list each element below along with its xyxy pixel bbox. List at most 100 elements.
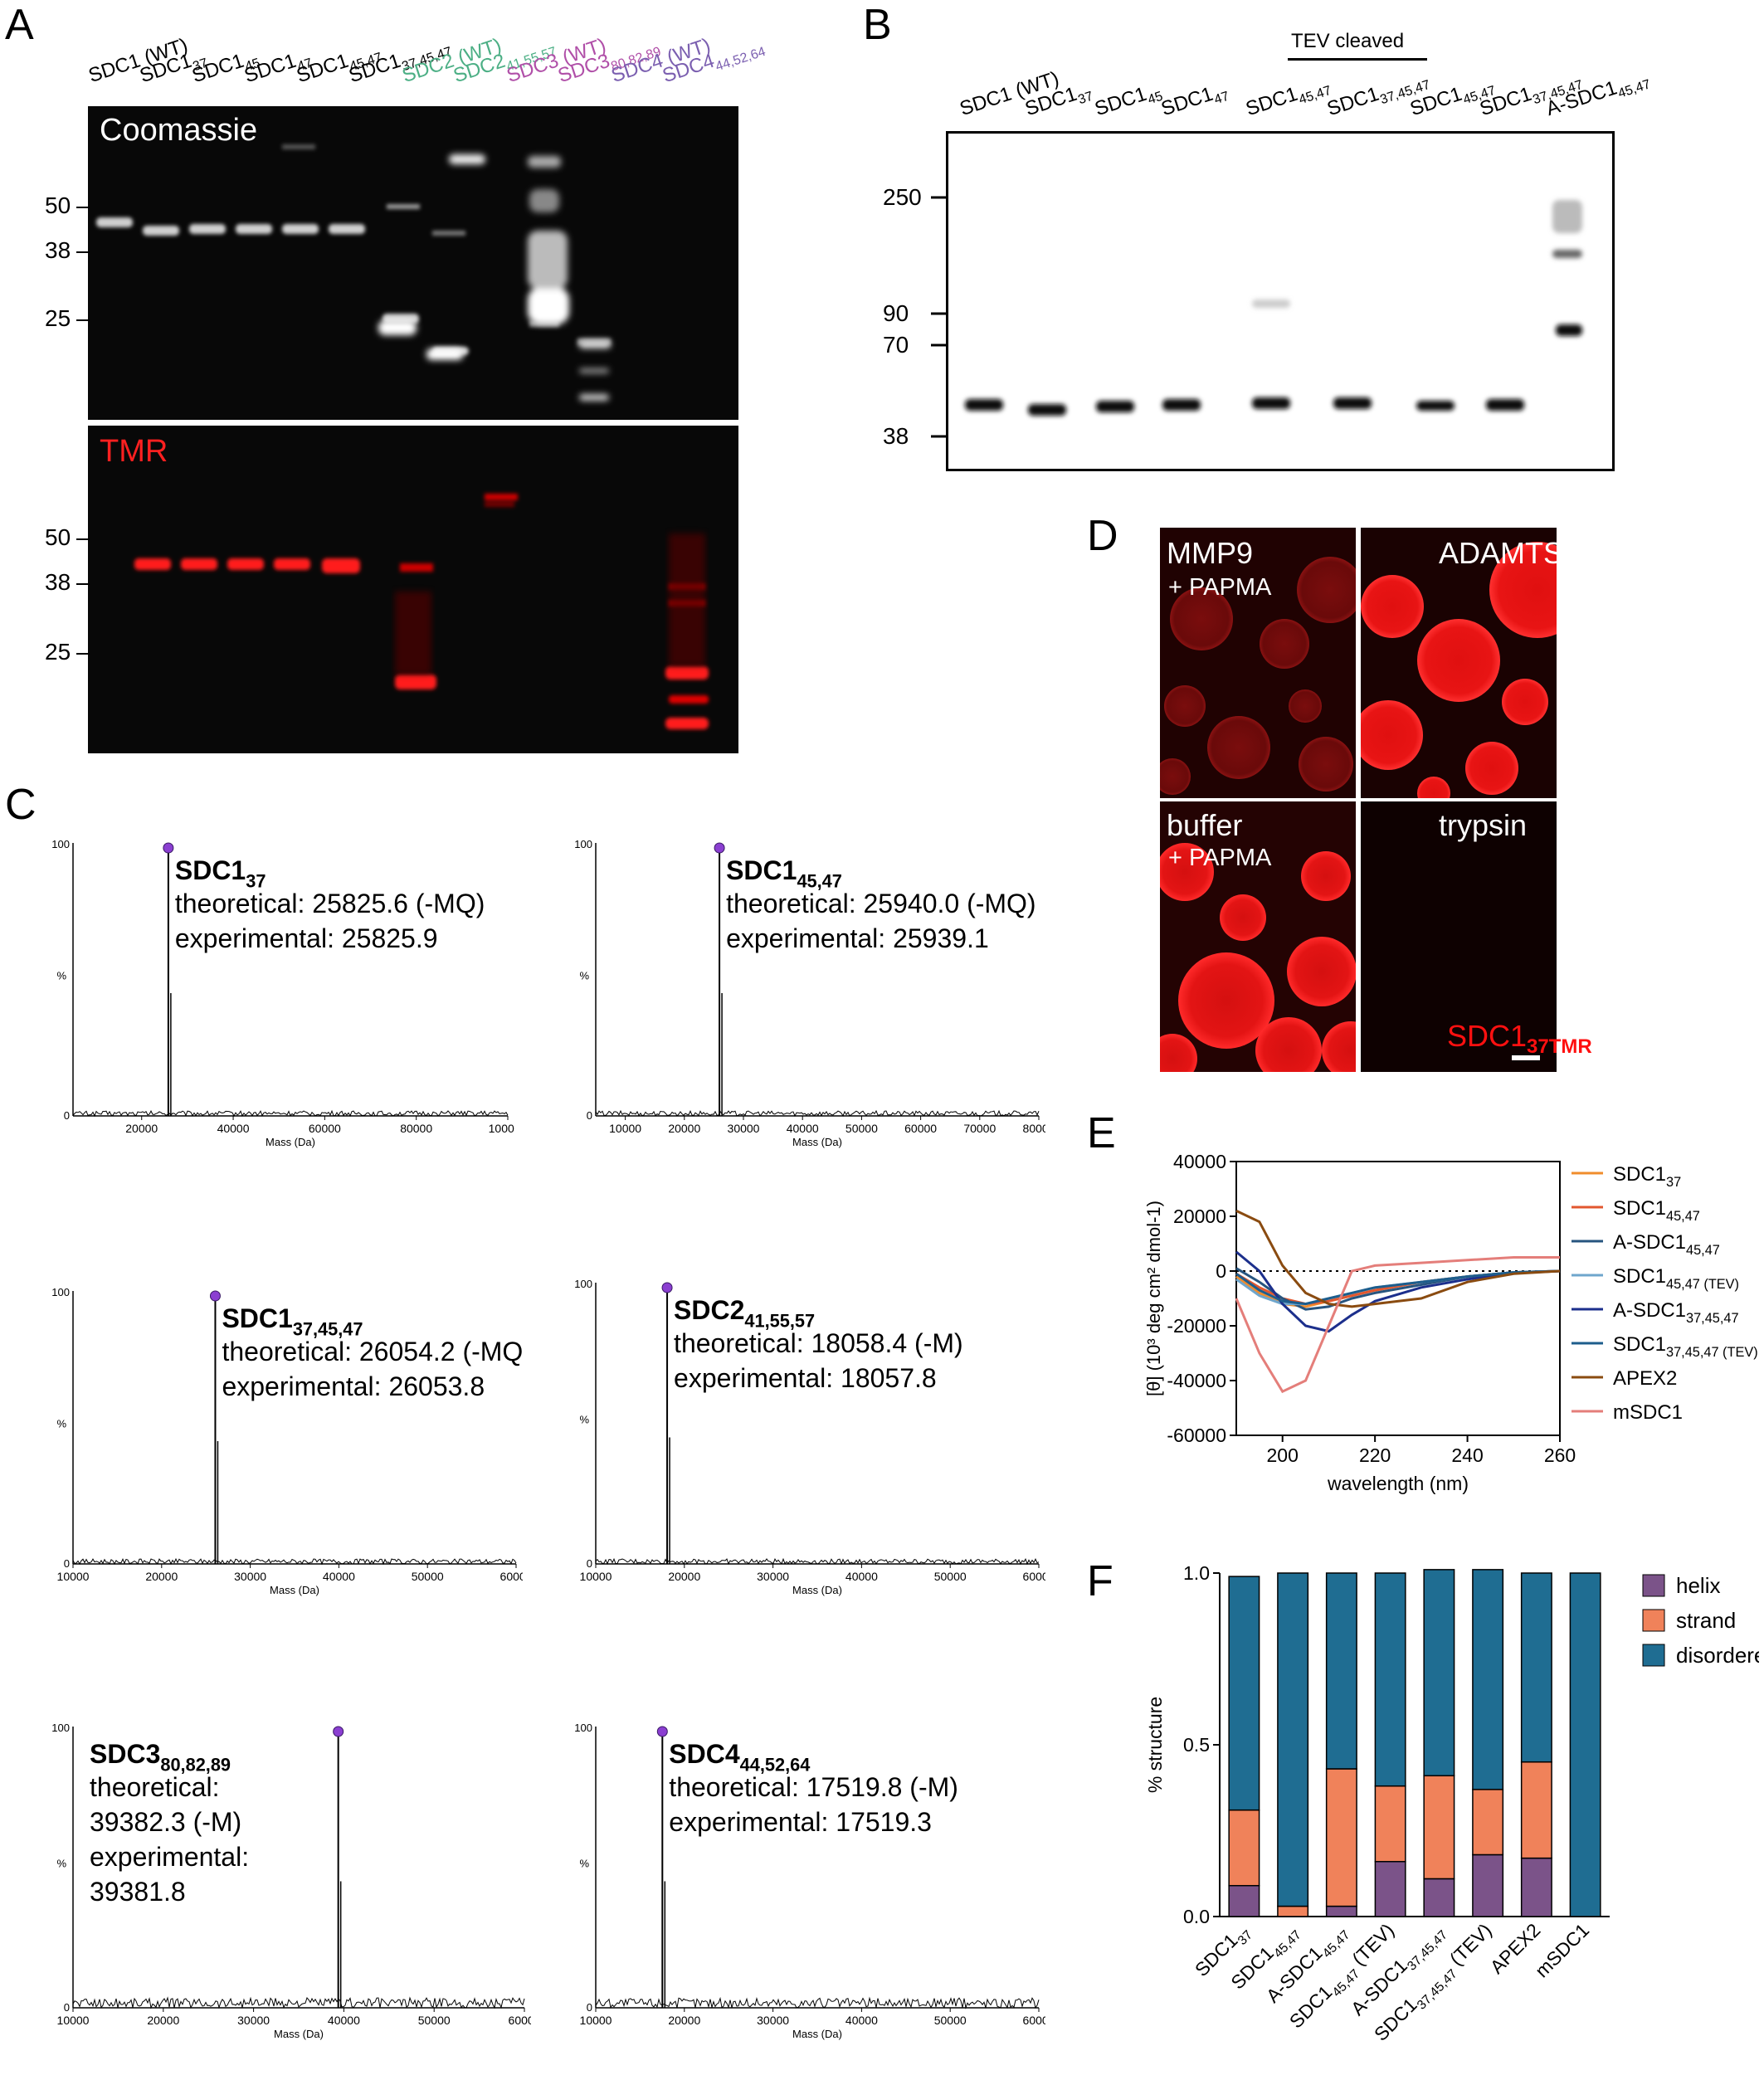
xtick-label: 30000 [757, 1570, 789, 1583]
marker-25: 25 [45, 305, 71, 331]
micro-trypsin [1361, 801, 1557, 1072]
xtick-label: 50000 [845, 1122, 878, 1135]
xtick-label: 70000 [963, 1122, 996, 1135]
ylabel: % [579, 1414, 589, 1426]
band [528, 287, 569, 324]
band [378, 320, 417, 335]
trypsin-title: trypsin [1439, 808, 1528, 842]
xtick-label: 240 [1451, 1444, 1483, 1466]
xtick-label: 20000 [125, 1122, 158, 1135]
bar-segment [1325, 1905, 1357, 1917]
panel-label-b: B [863, 1, 892, 49]
spectrum-annotation: experimental: [90, 1842, 249, 1872]
spectrum-title: SDC137,45,47 [222, 1303, 363, 1340]
band [529, 189, 559, 212]
mass-spectrum: 100 0% 10000 20000 30000 40000 50000 60000 Mass … [51, 1286, 523, 1596]
tev-cleaved-bar [1288, 58, 1427, 61]
ylabel: % [56, 970, 66, 982]
mass-spectrum: 100 0% 10000 20000 30000 40000 50000 60000 70000… [574, 838, 1045, 1148]
xtick-label: 50000 [418, 2014, 451, 2027]
mass-spectrum: 100 0% 20000 40000 60000 80000 100000 Mass (Da)… [51, 838, 514, 1148]
legend-swatch [1642, 1609, 1665, 1632]
ytick-label: -60000 [1167, 1425, 1226, 1446]
xtick-label: 60000 [904, 1122, 937, 1135]
tmr-bands [134, 494, 709, 729]
ytick-label: 0 [587, 2001, 592, 2014]
xtick-label: 20000 [668, 2014, 700, 2027]
xtick-label: 50000 [412, 1570, 444, 1583]
legend-entry: disordered [1676, 1643, 1759, 1668]
spectrum-annotation: theoretical: 25940.0 (-MQ) [726, 889, 1036, 918]
bar-segment [1520, 1761, 1552, 1859]
marker-50: 50 [45, 192, 71, 218]
baseline-noise [595, 1557, 1040, 1566]
band [1416, 401, 1455, 411]
xtick-label: 20000 [145, 1570, 178, 1583]
xtick-label: 100000 [489, 1122, 514, 1135]
band [665, 666, 709, 679]
spectrum-annotation: theoretical: [90, 1772, 220, 1802]
xtick-label: 20000 [668, 1122, 700, 1135]
spectrum-annotation: experimental: 17519.3 [669, 1807, 932, 1837]
baseline-noise [72, 1557, 517, 1566]
spectrum-annotation: theoretical: 26054.2 (-MQ) [222, 1337, 523, 1366]
ytick-label: 40000 [1173, 1151, 1226, 1172]
marker-25: 25 [45, 639, 71, 665]
ytick-label: 100 [51, 1722, 70, 1734]
lane-label: SDC145,47 [1243, 82, 1333, 121]
spectrum-annotation: theoretical: 25825.6 (-MQ) [175, 889, 485, 918]
marker-250: 250 [883, 184, 922, 210]
band [965, 399, 1003, 411]
spectrum-title: SDC241,55,57 [674, 1295, 815, 1332]
western-blot [946, 131, 1615, 471]
band [387, 204, 420, 209]
legend-entry: A-SDC145,47 [1613, 1231, 1720, 1258]
ytick-label: 1.0 [1183, 1562, 1210, 1584]
xlabel: Mass (Da) [274, 2028, 324, 2040]
spectrum-annotation: experimental: 25939.1 [726, 923, 989, 953]
ytick-label: -40000 [1167, 1370, 1226, 1391]
band [426, 348, 463, 360]
band [485, 494, 518, 500]
mass-spectrum: 100 0% 10000 20000 30000 40000 50000 60000 Mass … [574, 1278, 1045, 1596]
xtick-label: 20000 [147, 2014, 179, 2027]
panel-label-e: E [1087, 1109, 1116, 1157]
ytick-label: 100 [51, 1286, 70, 1298]
band [579, 394, 609, 401]
xtick-label: 20000 [668, 1570, 700, 1583]
ylabel: % structure [1144, 1697, 1166, 1793]
band [579, 340, 611, 348]
buffer-sub: + PAPMA [1168, 845, 1272, 871]
xtick-label: 60000 [1023, 2014, 1045, 2027]
band [579, 368, 609, 373]
band [1096, 401, 1134, 412]
peak-marker [163, 842, 174, 854]
spectrum-title: SDC145,47 [726, 855, 842, 892]
xtick-label: 40000 [217, 1122, 250, 1135]
marker-38: 38 [45, 237, 71, 263]
band [189, 224, 226, 234]
ytick-label: 0.5 [1183, 1734, 1210, 1756]
xtick-label: 50000 [934, 2014, 967, 2027]
band [1486, 399, 1524, 411]
xtick-label: 50000 [934, 1570, 967, 1583]
ytick-label: 100 [574, 1278, 592, 1290]
band [1252, 397, 1290, 409]
legend-entry: A-SDC137,45,47 [1613, 1299, 1739, 1326]
ytick-label: 100 [574, 1722, 592, 1734]
ytick-label: 0.0 [1183, 1906, 1210, 1927]
ylabel: % [56, 1858, 66, 1870]
panel-label-c: C [5, 781, 37, 829]
xtick-label: 10000 [580, 1570, 612, 1583]
ytick-label: -20000 [1167, 1315, 1226, 1337]
xtick-label: 40000 [323, 1570, 355, 1583]
spectrum-annotation: theoretical: 18058.4 (-M) [674, 1328, 963, 1358]
band [282, 224, 319, 234]
bar-segment [1374, 1785, 1406, 1863]
bar-segment [1472, 1789, 1504, 1856]
spectrum-annotation: experimental: 25825.9 [175, 923, 438, 953]
baseline-noise [72, 1109, 509, 1118]
series-line [1235, 1210, 1561, 1308]
ytick-label: 100 [574, 838, 592, 850]
xlabel: wavelength (nm) [1327, 1473, 1469, 1494]
